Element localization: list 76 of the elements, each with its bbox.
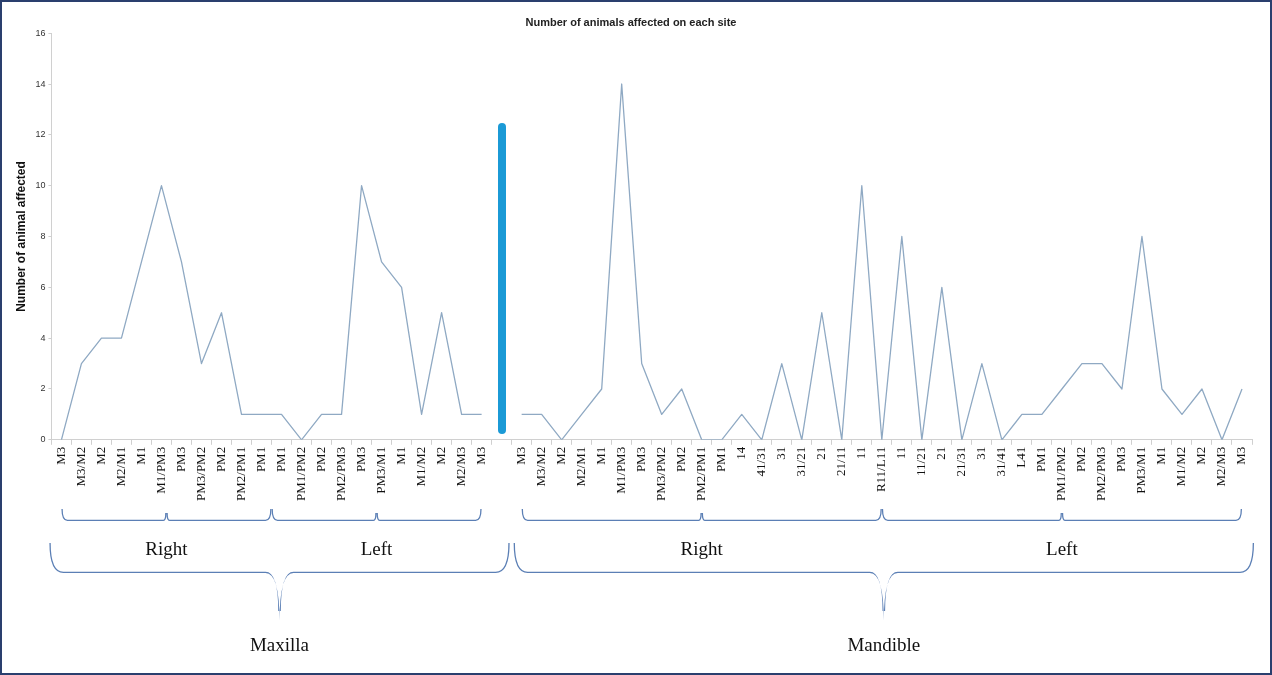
x-tick-label: PM1 <box>272 446 288 473</box>
x-tick-label: PM3/M1 <box>372 446 388 494</box>
x-tick-label: PM2/PM1 <box>232 446 248 502</box>
x-tick-label: PM2 <box>312 446 328 473</box>
x-tick-label: PM3/PM2 <box>192 446 208 502</box>
x-tick-label: 31 <box>773 446 789 460</box>
x-tick-label: 14 <box>733 446 749 460</box>
x-tick-label: PM1/PM2 <box>292 446 308 502</box>
x-tick-label: M1/PM3 <box>613 446 629 494</box>
y-tick-label: 12 <box>35 129 46 140</box>
chart-title: Number of animals affected on each site <box>525 15 737 28</box>
x-tick-label: M1 <box>393 446 408 465</box>
x-tick-label: M2 <box>1193 446 1209 465</box>
x-tick-label: 21 <box>933 446 949 460</box>
x-tick-label: M3/M2 <box>533 446 549 487</box>
x-tick-label: 31/21 <box>793 446 809 477</box>
x-tick-label: M2 <box>92 446 108 465</box>
x-tick-label: PM3 <box>633 446 649 473</box>
y-tick-label: 14 <box>35 78 46 89</box>
x-tick-label: M2/M1 <box>112 446 128 487</box>
x-tick-label: M3 <box>52 446 68 465</box>
x-tick-label: M1 <box>593 446 609 465</box>
x-tick-label: M1/M2 <box>1173 446 1189 487</box>
x-tick-label: PM1 <box>1033 446 1049 473</box>
text: Right <box>680 538 724 559</box>
x-tick-label: PM3 <box>352 446 368 473</box>
y-tick-label: 0 <box>40 434 46 445</box>
x-tick-label: M2 <box>553 446 569 465</box>
y-tick-label: 10 <box>35 180 46 191</box>
y-tick-label: 4 <box>40 332 46 343</box>
x-tick-label: 21 <box>813 446 829 460</box>
text: Left <box>360 538 394 559</box>
x-tick-label: M2 <box>433 446 449 465</box>
x-tick-label: PM1 <box>713 446 729 473</box>
text: Right <box>145 538 189 559</box>
x-tick-label: M2/M3 <box>453 446 469 487</box>
x-tick-label: M3 <box>513 446 529 465</box>
x-tick-label: 31 <box>973 446 989 460</box>
x-tick-label: PM1 <box>252 446 268 473</box>
x-tick-label: 11 <box>853 446 869 460</box>
x-tick-label: M3/M2 <box>72 446 88 487</box>
x-tick-label: M1 <box>132 446 148 465</box>
y-axis-title: Number of animal affected <box>13 161 28 312</box>
x-tick-label: 31/41 <box>993 446 1009 477</box>
y-tick-label: 16 <box>35 27 46 38</box>
x-tick-label: 41/31 <box>753 446 769 477</box>
x-tick-label: M1 <box>1153 446 1169 465</box>
x-tick-label: 21/11 <box>833 446 849 476</box>
x-tick-label: 21/31 <box>953 446 969 477</box>
x-tick-label: M2/M1 <box>573 446 589 487</box>
x-tick-label: PM3/M1 <box>1133 446 1149 494</box>
x-tick-label: PM2/PM1 <box>693 446 709 502</box>
x-tick-label: M2/M3 <box>1213 446 1229 487</box>
x-tick-label: PM3/PM2 <box>653 446 669 502</box>
text: Mandible <box>847 634 921 655</box>
x-tick-label: M3 <box>473 446 489 465</box>
text: Maxilla <box>249 634 310 655</box>
y-tick-label: 8 <box>40 230 46 241</box>
x-tick-label: PM2 <box>212 446 228 473</box>
x-tick-label: M3 <box>1233 446 1249 465</box>
x-tick-label: PM2 <box>1073 446 1089 473</box>
x-tick-label: PM3 <box>172 446 188 473</box>
x-tick-label: R11/L11 <box>873 446 889 493</box>
x-tick-label: PM2/PM3 <box>1093 446 1109 502</box>
x-tick-label: PM2/PM3 <box>332 446 348 502</box>
x-tick-label: PM3 <box>1113 446 1129 473</box>
text: Left <box>1046 538 1079 559</box>
x-tick-label: L41 <box>1013 446 1029 468</box>
y-tick-label: 6 <box>40 281 46 292</box>
x-tick-label: M1/PM3 <box>152 446 168 494</box>
x-tick-label: 11 <box>893 446 909 460</box>
x-tick-label: 11/21 <box>913 446 929 476</box>
x-tick-label: M1/M2 <box>413 446 429 487</box>
x-tick-label: PM2 <box>673 446 689 473</box>
y-tick-label: 2 <box>40 383 46 394</box>
x-tick-label: PM1/PM2 <box>1053 446 1069 502</box>
